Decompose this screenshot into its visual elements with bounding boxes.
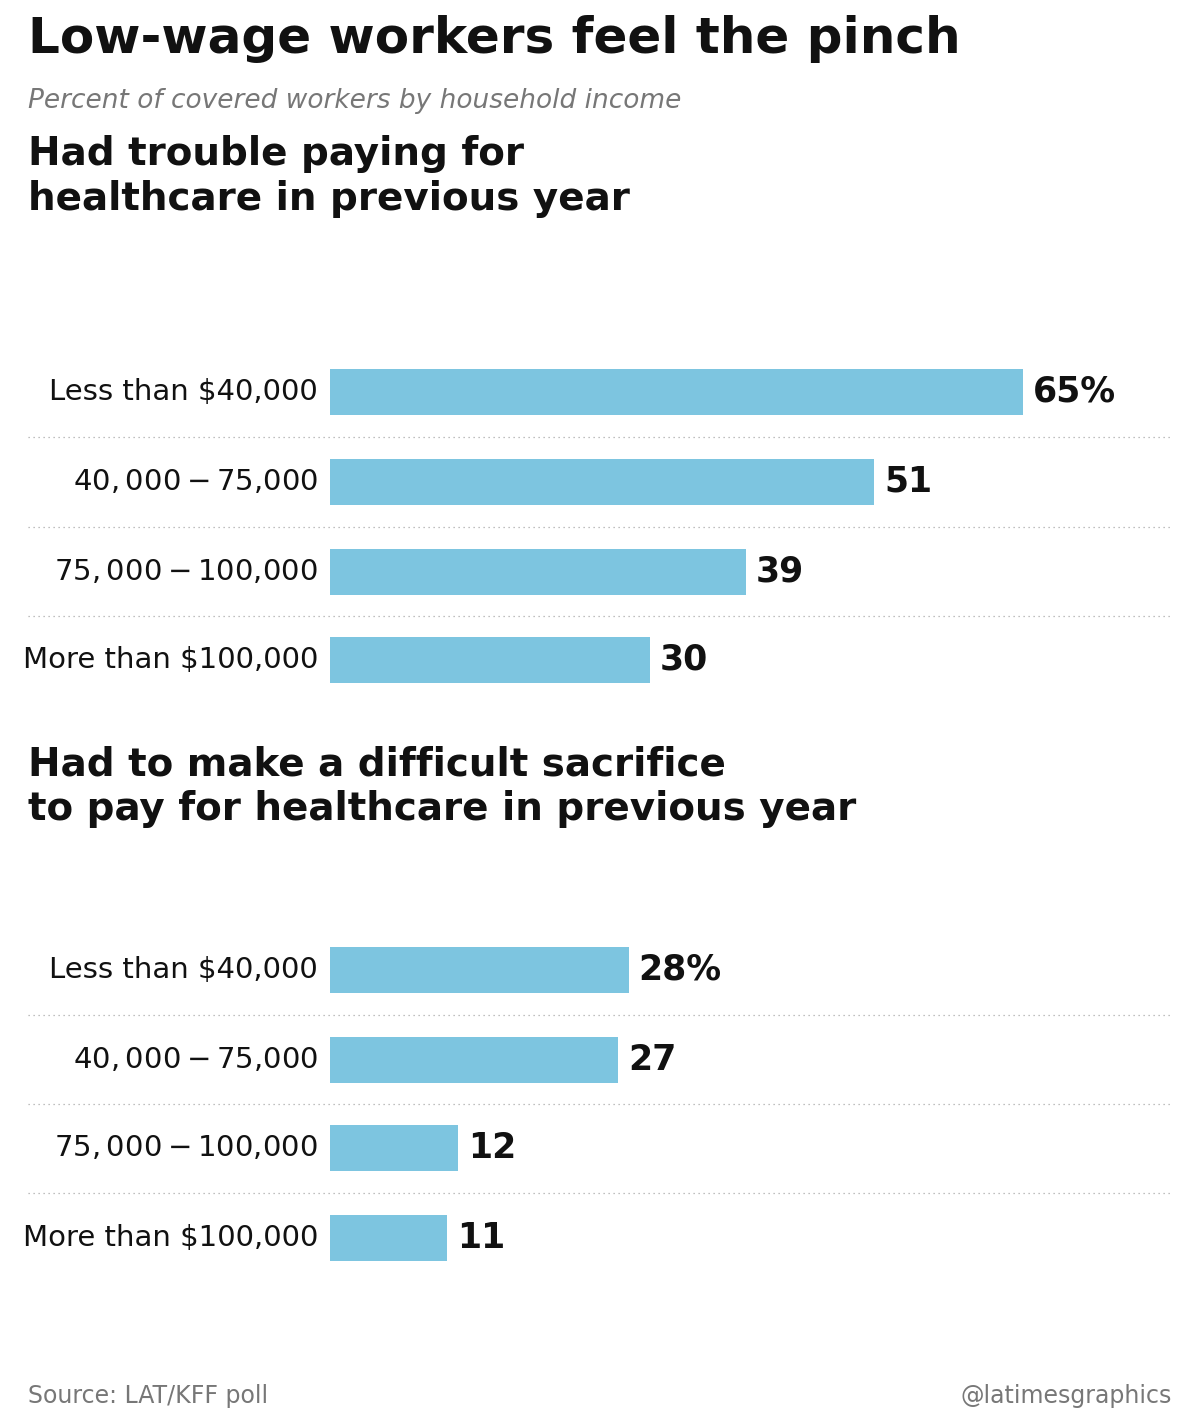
Text: Source: LAT/KFF poll: Source: LAT/KFF poll [28, 1384, 268, 1408]
Text: Had trouble paying for
healthcare in previous year: Had trouble paying for healthcare in pre… [28, 136, 630, 218]
Text: 12: 12 [468, 1131, 516, 1165]
Text: 28%: 28% [638, 952, 721, 987]
Bar [330, 947, 629, 992]
Text: 51: 51 [884, 466, 932, 498]
Bar [330, 548, 746, 595]
Text: $75,000-$100,000: $75,000-$100,000 [54, 1134, 318, 1162]
Text: 39: 39 [756, 555, 804, 588]
Text: Low-wage workers feel the pinch: Low-wage workers feel the pinch [28, 16, 961, 63]
Bar [330, 1125, 458, 1171]
Bar [330, 368, 1024, 416]
Bar [330, 458, 874, 506]
Text: 11: 11 [457, 1221, 505, 1255]
Bar [330, 1215, 448, 1261]
Text: Less than $40,000: Less than $40,000 [49, 955, 318, 984]
Text: More than $100,000: More than $100,000 [23, 1224, 318, 1252]
Bar [330, 637, 650, 683]
Text: Less than $40,000: Less than $40,000 [49, 378, 318, 406]
Text: 27: 27 [628, 1042, 677, 1077]
Text: $40,000-$75,000: $40,000-$75,000 [73, 468, 318, 496]
Text: @latimesgraphics: @latimesgraphics [961, 1384, 1172, 1408]
Text: 65%: 65% [1033, 376, 1116, 408]
Text: $40,000-$75,000: $40,000-$75,000 [73, 1045, 318, 1074]
Text: 30: 30 [660, 643, 708, 677]
Text: $75,000-$100,000: $75,000-$100,000 [54, 558, 318, 585]
Text: Percent of covered workers by household income: Percent of covered workers by household … [28, 89, 682, 114]
Bar [330, 1037, 618, 1082]
Text: More than $100,000: More than $100,000 [23, 645, 318, 674]
Text: Had to make a difficult sacrifice
to pay for healthcare in previous year: Had to make a difficult sacrifice to pay… [28, 745, 857, 828]
